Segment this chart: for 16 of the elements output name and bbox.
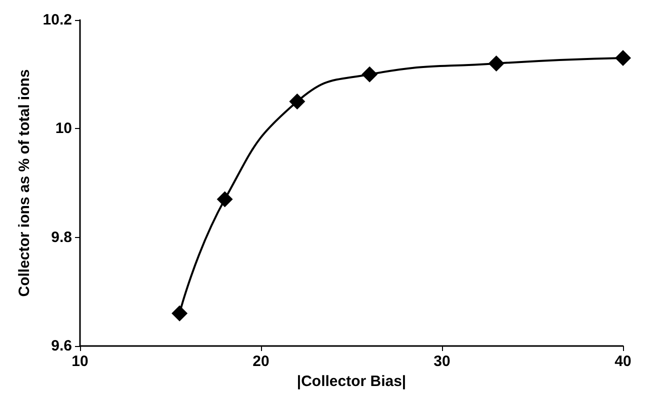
y-tick-label: 10 <box>55 120 72 138</box>
x-tick-label: 30 <box>434 353 450 370</box>
x-tick-label: 20 <box>252 353 270 370</box>
x-tick-label: 40 <box>614 353 632 370</box>
point <box>216 191 233 208</box>
x-tick-label: 10 <box>72 353 88 370</box>
y-axis-title: Collector ions as % of total ions <box>16 69 33 297</box>
point <box>172 305 188 322</box>
y-tick-label: 9.8 <box>51 228 72 246</box>
y-tick-label: 9.6 <box>51 338 72 354</box>
x-axis-title: |Collector Bias| <box>296 373 406 390</box>
point <box>362 66 378 82</box>
y-tick-label: 10.2 <box>42 12 72 28</box>
point <box>289 94 306 110</box>
point <box>615 50 631 66</box>
point <box>488 55 504 72</box>
